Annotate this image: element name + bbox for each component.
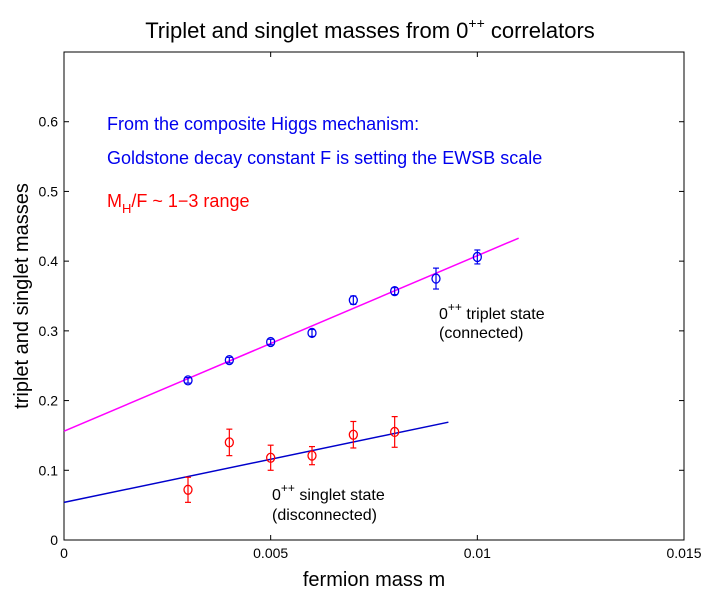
data-point: [348, 429, 358, 440]
fit-line: [63, 237, 519, 432]
y-tick-label: 0.3: [39, 323, 59, 339]
x-tick-label: 0.01: [464, 545, 491, 561]
y-tick-label: 0.4: [39, 253, 59, 269]
data-point: [390, 426, 400, 438]
ticks: 0 0.005 0.01 0.015 0 0.1 0.2 0.3 0.4 0.5 0.6: [39, 52, 702, 561]
y-tick-label: 0: [50, 532, 58, 548]
y-tick-label: 0.2: [39, 393, 59, 409]
data-point: [224, 437, 234, 448]
data-point: [431, 273, 441, 284]
data-point: [307, 327, 317, 339]
annotation-line-2: Goldstone decay constant F is setting th…: [107, 148, 542, 168]
triplet-label: 0++ triplet state: [439, 300, 545, 323]
fit-lines: [63, 237, 519, 504]
chart-title: Triplet and singlet masses from 0++ corr…: [145, 15, 595, 43]
x-tick-label: 0: [60, 545, 68, 561]
y-tick-label: 0.6: [39, 114, 59, 130]
triplet-label-2: (connected): [439, 325, 524, 342]
series-singlet: [183, 416, 400, 503]
data-point: [183, 484, 193, 495]
data-point: [390, 285, 400, 297]
data-point: [307, 450, 317, 461]
singlet-label-2: (disconnected): [272, 507, 377, 524]
data-point: [348, 295, 358, 306]
singlet-label: 0++ singlet state: [272, 481, 385, 504]
annotation-mh-f: MH/F ~ 1−3 range: [107, 191, 249, 216]
plot-area: [63, 51, 685, 541]
series-triplet: [183, 249, 482, 386]
x-tick-label: 0.015: [666, 545, 701, 561]
fit-line: [63, 421, 449, 504]
y-tick-label: 0.1: [39, 462, 59, 478]
data-point: [224, 354, 234, 366]
data-point: [266, 452, 276, 463]
data-point: [183, 375, 193, 386]
data-point: [472, 251, 482, 263]
annotation-line-1: From the composite Higgs mechanism:: [107, 114, 419, 134]
data-point: [266, 336, 276, 348]
data-points: [183, 249, 482, 503]
y-tick-label: 0.5: [39, 183, 59, 199]
x-axis-label: fermion mass m: [303, 569, 445, 591]
y-axis-label: triplet and singlet masses: [11, 183, 33, 409]
x-tick-label: 0.005: [253, 545, 288, 561]
